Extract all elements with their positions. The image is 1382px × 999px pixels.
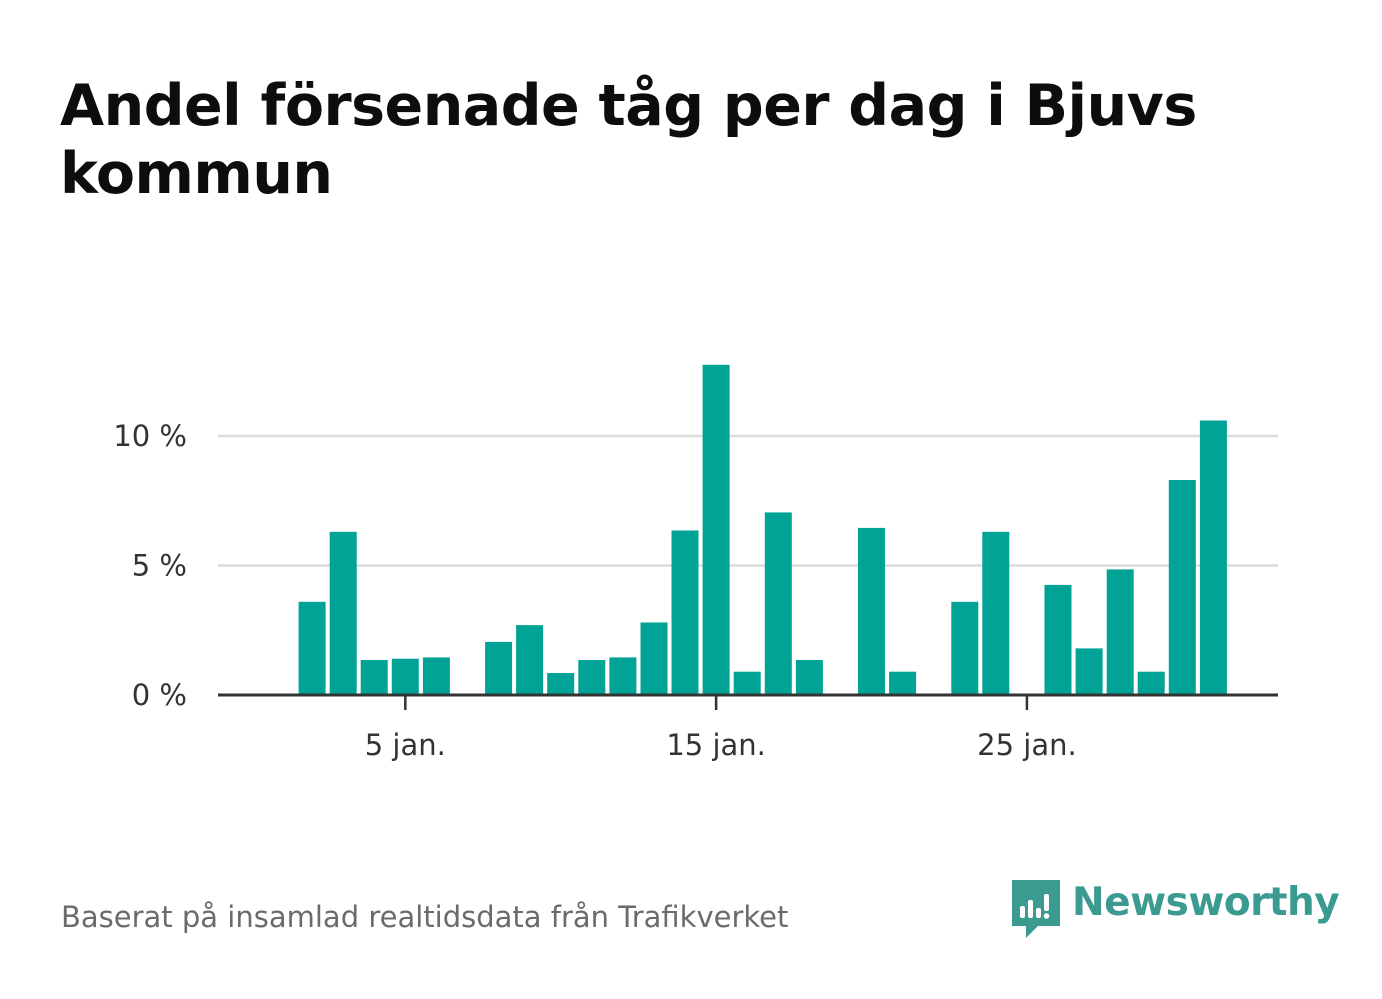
gridlines [218, 434, 1278, 567]
bar [1075, 648, 1103, 695]
bar [578, 660, 606, 695]
bar [795, 660, 823, 695]
bar [858, 527, 885, 695]
y-tick-label: 0 % [132, 678, 187, 712]
newsworthy-logo-icon [1012, 880, 1060, 938]
bar [391, 658, 419, 695]
bar [702, 364, 730, 695]
bar [733, 671, 761, 695]
bar [360, 660, 388, 695]
y-tick-label: 10 % [113, 419, 187, 453]
bar [1168, 480, 1196, 695]
bar [982, 531, 1010, 695]
bar [764, 512, 792, 695]
bar [329, 531, 357, 695]
bar [485, 641, 513, 695]
bar [671, 530, 699, 695]
bar [889, 671, 917, 695]
y-axis-labels: 0 % 5 % 10 % [113, 419, 187, 712]
bar [1199, 420, 1227, 695]
bar [1137, 671, 1165, 695]
source-note: Baserat på insamlad realtidsdata från Tr… [61, 900, 789, 934]
x-axis-labels: 5 jan. 15 jan. 25 jan. [365, 728, 1077, 762]
x-axis [218, 693, 1278, 710]
bar [422, 657, 450, 695]
brand-name: Newsworthy [1072, 880, 1340, 925]
bar [516, 625, 544, 695]
x-tick-label: 25 jan. [977, 728, 1077, 762]
bar [640, 622, 668, 695]
x-tick-label: 15 jan. [666, 728, 766, 762]
x-tick-label: 5 jan. [365, 728, 446, 762]
bar [1044, 584, 1072, 695]
chart-title: Andel försenade tåg per dag i Bjuvs komm… [60, 73, 1197, 207]
bars [298, 364, 1227, 695]
bar [951, 601, 979, 695]
brand-logo: Newsworthy [1012, 880, 1340, 940]
bar [609, 657, 637, 695]
y-tick-label: 5 % [132, 549, 187, 583]
bar [547, 673, 575, 695]
bar [1106, 569, 1134, 695]
bar [298, 601, 326, 695]
